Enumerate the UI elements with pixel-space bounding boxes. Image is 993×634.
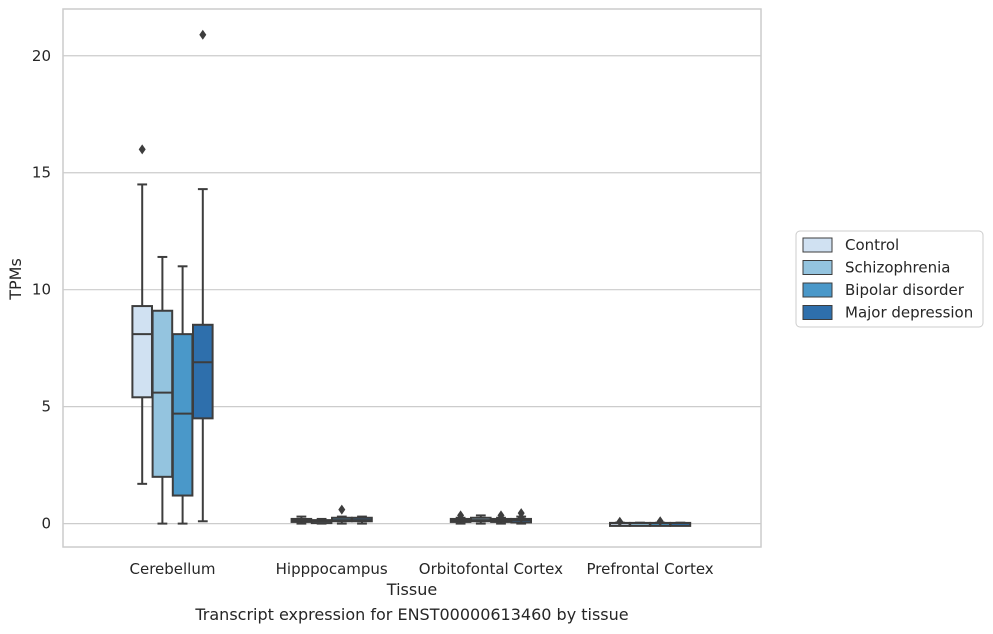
outlier-point [199,29,207,40]
outlier-point [656,516,664,527]
box [131,305,153,399]
x-axis-label: Tissue [386,580,437,599]
y-tick-label: 15 [32,164,51,182]
box-group [470,514,492,525]
box-group [351,515,373,525]
y-tick-label: 10 [32,281,51,299]
y-tick-label: 20 [32,47,51,65]
y-ticks: 0 5 10 15 20 [32,47,51,533]
box-group [490,510,512,525]
box-group [131,144,153,485]
y-axis-label: TPMs [6,258,25,301]
x-ticks: Cerebellum Hipppocampus Orbitofontal Corte… [130,560,714,578]
legend-swatch [802,260,833,275]
outlier-point [497,510,505,521]
box [192,323,214,420]
outlier-point [517,512,525,523]
y-tick-label: 0 [41,515,51,533]
box-group [649,516,672,527]
legend-label: Major depression [845,304,973,322]
x-tick-label: Prefrontal Cortex [586,560,713,578]
outlier-point [338,504,346,515]
legend-label: Schizophrenia [845,259,950,277]
legend-swatch [802,237,833,253]
legend-swatch [802,305,833,320]
outlier-point [616,516,624,527]
x-tick-label: Hipppocampus [276,560,388,578]
boxes-layer [131,29,692,527]
legend-swatch [802,282,833,298]
box [151,309,174,478]
legend-frame [795,230,984,328]
box-group [151,255,174,525]
plot-frame [62,8,762,548]
box [171,333,194,497]
box-group [609,516,631,527]
box-group [629,521,651,527]
chart-caption: Transcript expression for ENST0000061346… [195,605,629,624]
box-group [290,515,313,525]
legend: Control Schizophrenia Bipolar disorder Majo… [795,230,984,328]
x-tick-label: Orbitofontal Cortex [419,560,563,578]
box-group [449,510,472,525]
box-group [510,508,532,525]
x-tick-label: Cerebellum [130,560,216,578]
legend-label: Control [845,236,899,254]
y-tick-label: 5 [41,398,51,416]
box-group [192,29,214,523]
box-group [669,521,692,527]
outlier-point [457,510,465,521]
box-group [331,504,353,525]
box-group [310,517,333,525]
outlier-point [138,144,146,155]
box-group [171,265,194,525]
legend-label: Bipolar disorder [845,281,965,299]
